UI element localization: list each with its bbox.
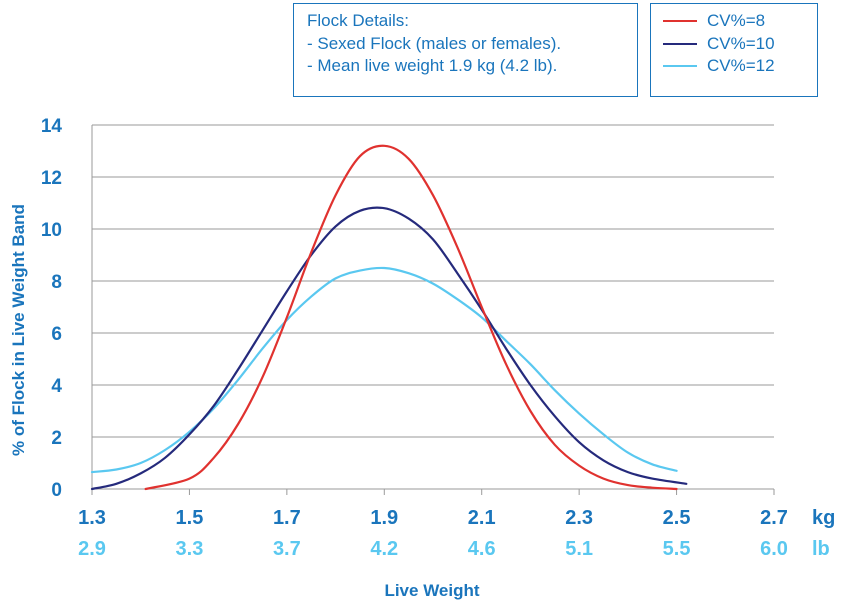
- y-tick-label: 2: [51, 428, 62, 449]
- details-line-sexed: - Sexed Flock (males or females).: [307, 33, 562, 53]
- x-unit-lb: lb: [812, 538, 830, 560]
- x-unit-kg: kg: [812, 507, 835, 529]
- x-tick-label-kg: 1.7: [273, 507, 301, 529]
- legend-label-cv8: CV%=8: [707, 11, 766, 31]
- details-line-mean-weight: - Mean live weight 1.9 kg (4.2 lb).: [307, 56, 558, 75]
- series-lines: [90, 144, 688, 491]
- x-tick-label-lb: 5.1: [565, 538, 593, 560]
- x-tick-label-kg: 2.1: [468, 507, 496, 529]
- y-tick-label: 10: [41, 220, 62, 241]
- x-tick-label-lb: 4.2: [370, 538, 398, 560]
- legend-item-cv10: CV%=10: [663, 33, 817, 56]
- legend-label-cv12: CV%=12: [707, 56, 775, 76]
- x-tick-label-lb: 3.7: [273, 538, 301, 560]
- x-tick-label-kg: 1.5: [176, 507, 204, 529]
- details-heading: Flock Details:: [307, 11, 410, 30]
- x-tick-label-lb: 5.5: [663, 538, 691, 560]
- y-tick-label: 0: [51, 480, 62, 501]
- x-tick-label-lb: 3.3: [176, 538, 204, 560]
- y-tick-label: 12: [41, 168, 62, 189]
- x-tick-label-kg: 2.3: [565, 507, 593, 529]
- y-tick-label: 6: [51, 324, 62, 345]
- y-axis-title: % of Flock in Live Weight Band: [9, 204, 28, 456]
- legend: CV%=8 CV%=10 CV%=12: [650, 3, 818, 97]
- x-axis-title: Live Weight: [384, 581, 479, 600]
- y-tick-label: 8: [51, 272, 62, 293]
- legend-item-cv8: CV%=8: [663, 10, 817, 33]
- y-tick-label: 4: [51, 376, 62, 397]
- series-line-cv-8: [144, 144, 678, 491]
- x-tick-label-lb: 2.9: [78, 538, 106, 560]
- legend-swatch-cv12: [663, 65, 697, 68]
- series-line-cv-12: [90, 266, 678, 474]
- flock-details-box: Flock Details: - Sexed Flock (males or f…: [293, 3, 638, 97]
- series-line-cv-10: [90, 206, 688, 491]
- legend-item-cv12: CV%=12: [663, 55, 817, 78]
- legend-swatch-cv8: [663, 20, 697, 23]
- legend-swatch-cv10: [663, 42, 697, 45]
- x-tick-label-kg: 2.5: [663, 507, 691, 529]
- legend-label-cv10: CV%=10: [707, 33, 775, 53]
- grid: [91, 124, 775, 495]
- x-tick-label-kg: 1.9: [370, 507, 398, 529]
- axis-labels: 0 2 4 6 8 10 12 14 1.3 2.9 1.5 3.3 1.7 3.7 1.9 4.2 2.1 4.…: [9, 116, 835, 600]
- y-tick-label: 14: [41, 116, 63, 137]
- x-tick-label-lb: 6.0: [760, 538, 788, 560]
- x-tick-label-kg: 2.7: [760, 507, 788, 529]
- x-tick-label-kg: 1.3: [78, 507, 106, 529]
- x-tick-label-lb: 4.6: [468, 538, 496, 560]
